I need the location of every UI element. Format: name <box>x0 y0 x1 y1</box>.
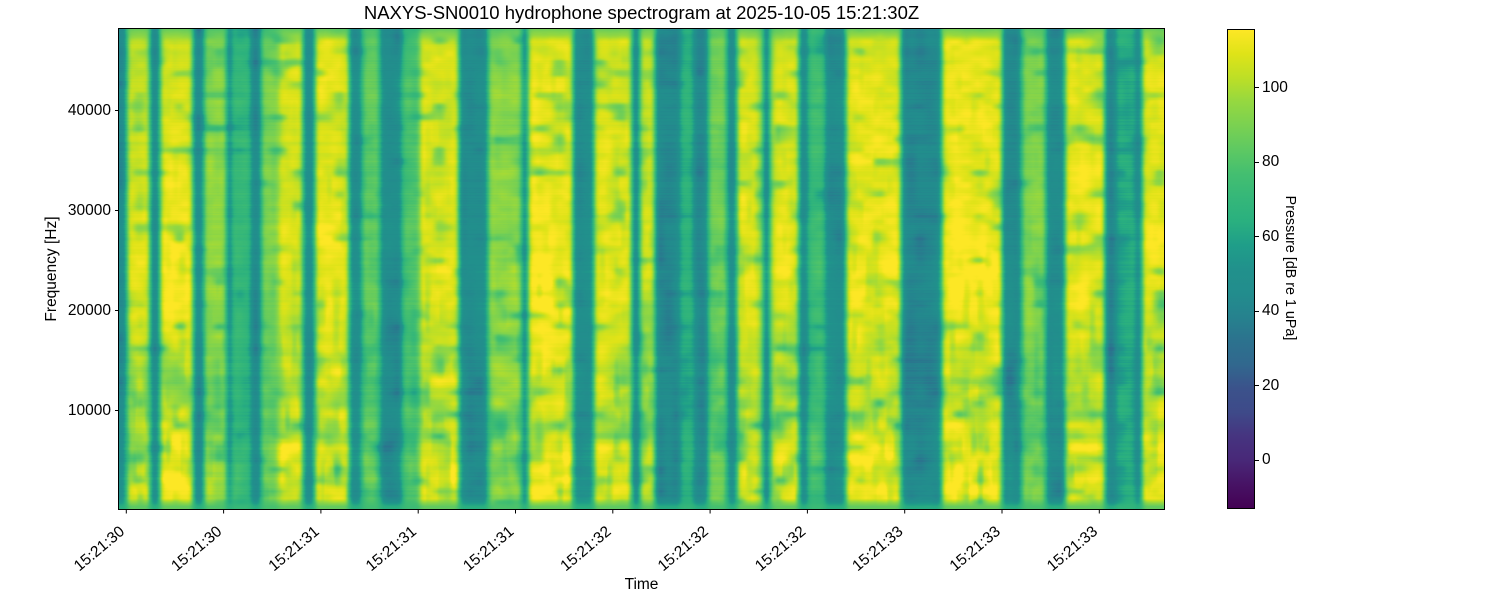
svg-text:15:21:32: 15:21:32 <box>557 523 614 575</box>
svg-text:15:21:31: 15:21:31 <box>363 523 420 575</box>
svg-text:15:21:33: 15:21:33 <box>1044 523 1101 575</box>
svg-text:15:21:30: 15:21:30 <box>71 523 128 575</box>
svg-text:15:21:33: 15:21:33 <box>849 523 906 575</box>
svg-text:15:21:30: 15:21:30 <box>168 523 225 575</box>
svg-text:15:21:32: 15:21:32 <box>752 523 809 575</box>
svg-text:15:21:31: 15:21:31 <box>460 523 517 575</box>
svg-text:15:21:32: 15:21:32 <box>655 523 712 575</box>
svg-text:15:21:33: 15:21:33 <box>947 523 1004 575</box>
svg-text:15:21:31: 15:21:31 <box>266 523 323 575</box>
